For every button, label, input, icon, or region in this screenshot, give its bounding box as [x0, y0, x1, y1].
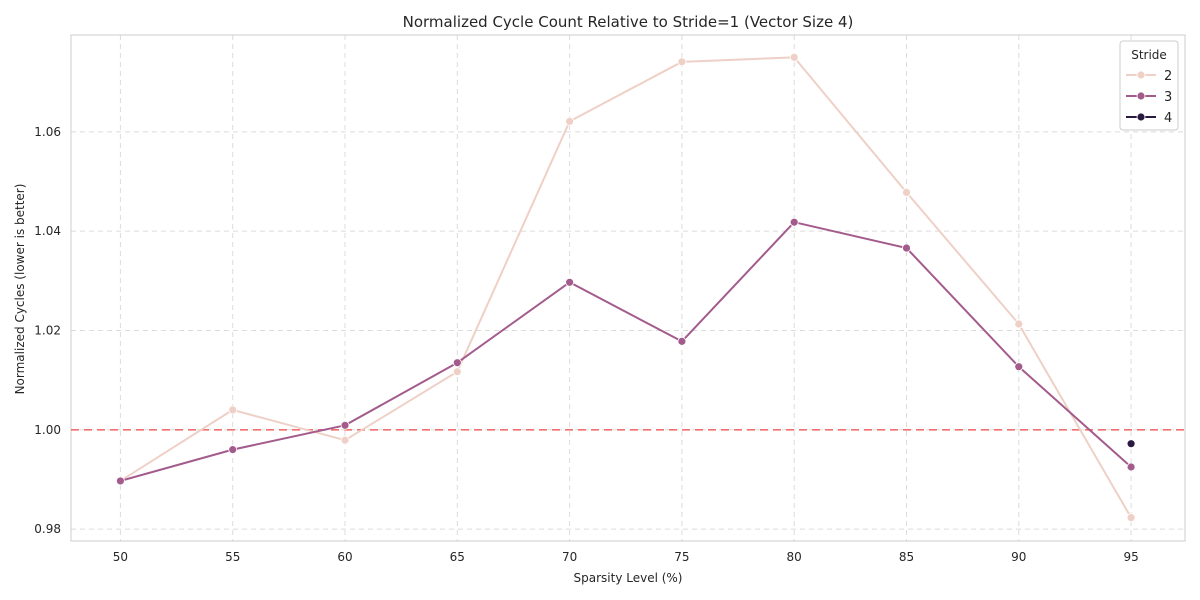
x-tick-label: 70 — [562, 550, 577, 564]
x-tick-label: 75 — [674, 550, 689, 564]
data-point — [1014, 362, 1024, 372]
x-tick-label: 95 — [1123, 550, 1138, 564]
legend-label: 3 — [1164, 90, 1172, 105]
data-point — [1014, 319, 1024, 329]
x-tick-label: 55 — [225, 550, 240, 564]
data-point — [677, 57, 687, 67]
data-point — [1126, 462, 1136, 472]
legend-title: Stride — [1131, 48, 1167, 62]
data-point — [452, 367, 462, 377]
data-point — [789, 52, 799, 62]
plot-frame — [70, 34, 1186, 542]
x-axis: 50 55 60 65 70 75 80 85 90 95 — [113, 550, 1139, 564]
legend-item: 2 — [1126, 69, 1172, 84]
y-axis-label: Normalized Cycles (lower is better) — [13, 184, 27, 395]
legend-marker — [1136, 91, 1146, 101]
data-point — [565, 277, 575, 287]
data-point — [902, 243, 911, 253]
data-point — [902, 188, 911, 197]
data-point — [452, 358, 462, 368]
x-tick-label: 80 — [787, 550, 802, 564]
y-tick-label: 1.02 — [34, 323, 61, 337]
series-4 — [1126, 439, 1136, 449]
legend: Stride 2 3 4 — [1119, 40, 1179, 131]
y-tick-label: 0.98 — [34, 522, 61, 536]
legend-label: 4 — [1164, 111, 1172, 126]
data-point — [789, 217, 799, 227]
data-point — [116, 476, 125, 486]
y-tick-label: 1.04 — [34, 224, 61, 238]
legend-box — [1119, 40, 1179, 131]
legend-marker — [1136, 112, 1146, 122]
series-line — [120, 221, 1132, 482]
y-axis: 0.98 1.00 1.02 1.04 1.06 — [34, 125, 61, 536]
y-tick-label: 1.06 — [34, 125, 61, 139]
x-tick-label: 85 — [899, 550, 914, 564]
x-tick-label: 65 — [450, 550, 465, 564]
legend-item: 3 — [1126, 90, 1172, 105]
series-layer — [116, 52, 1136, 523]
data-point — [1126, 439, 1136, 449]
x-tick-label: 90 — [1011, 550, 1026, 564]
series-3 — [116, 217, 1136, 486]
data-point — [228, 445, 238, 455]
legend-item: 4 — [1126, 111, 1172, 126]
data-point — [677, 336, 687, 346]
data-point — [340, 420, 350, 430]
data-point — [565, 117, 575, 126]
x-axis-label: Sparsity Level (%) — [574, 571, 683, 585]
data-point — [228, 405, 238, 415]
chart-title: Normalized Cycle Count Relative to Strid… — [403, 13, 854, 31]
legend-label: 2 — [1164, 69, 1172, 84]
x-tick-label: 60 — [337, 550, 352, 564]
series-line — [119, 56, 1132, 519]
y-tick-label: 1.00 — [34, 423, 61, 437]
legend-marker — [1136, 70, 1146, 80]
data-point — [1126, 513, 1136, 523]
x-tick-label: 50 — [113, 550, 128, 564]
data-point — [340, 435, 350, 445]
